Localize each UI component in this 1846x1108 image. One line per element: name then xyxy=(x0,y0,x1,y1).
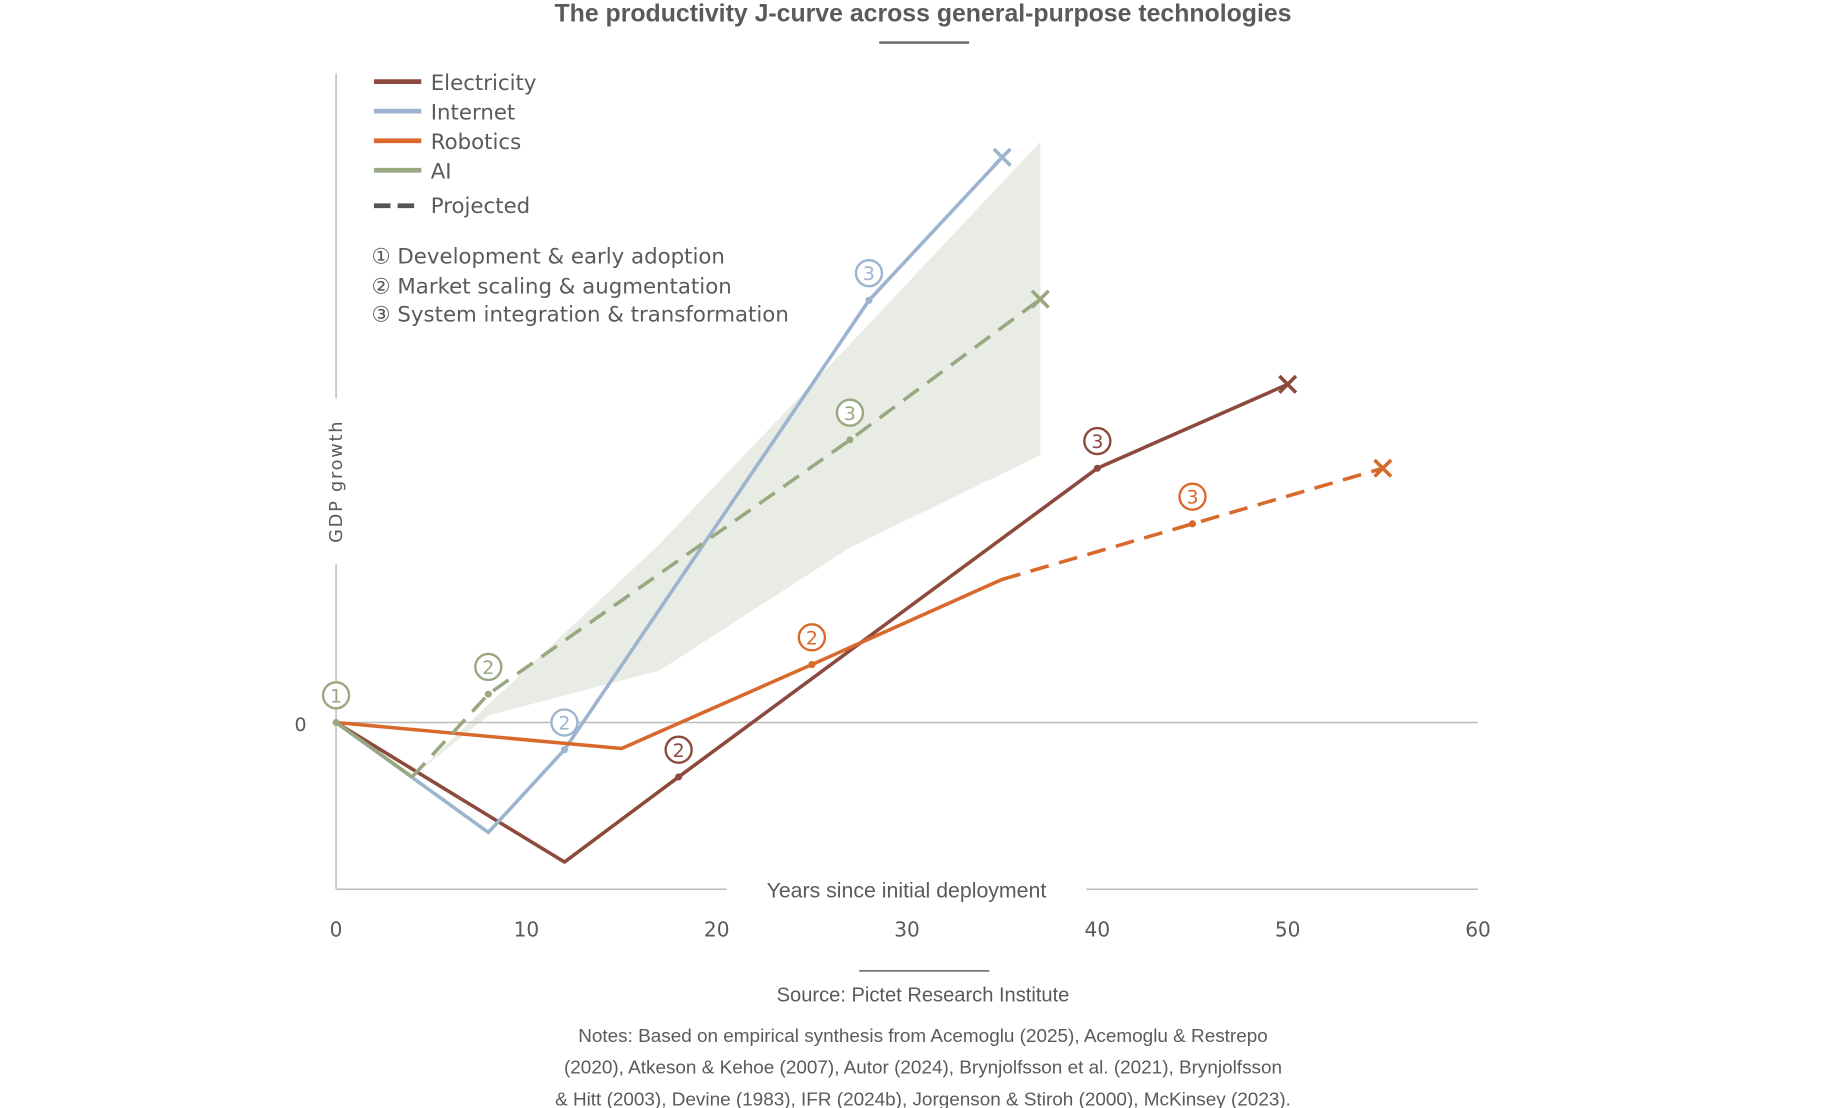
legend-stage-1: ① Development & early adoption xyxy=(372,245,725,270)
legend-stage-3: ③ System integration & transformation xyxy=(372,303,789,328)
stage-circle xyxy=(550,708,579,737)
ai-stage-2-marker: 2 xyxy=(474,652,503,682)
internet-stage-2-marker: 2 xyxy=(550,708,579,737)
x-tick-40: 40 xyxy=(1085,918,1111,942)
electricity-end-marker xyxy=(1278,374,1298,394)
stage-number: 1 xyxy=(330,685,342,707)
ai-uncertainty-band xyxy=(412,141,1041,777)
robotics-line xyxy=(335,577,1003,751)
stage-number: 2 xyxy=(673,740,685,762)
ai-line xyxy=(335,721,414,779)
legend-label-ai: AI xyxy=(431,160,452,185)
stage-number: 3 xyxy=(1091,431,1103,453)
ai-end-marker xyxy=(1030,289,1050,309)
stage-circle xyxy=(854,258,884,288)
electricity-stage-2-marker: 2 xyxy=(664,735,693,764)
x-tick-60: 60 xyxy=(1465,918,1491,942)
notes-line-3: & Hitt (2003), Devine (1983), IFR (2024b… xyxy=(555,1090,1291,1108)
x-axis-label: Years since initial deployment xyxy=(767,879,1047,903)
stage-circle xyxy=(835,398,865,427)
stage-circle xyxy=(1178,482,1207,511)
internet-end-marker xyxy=(992,147,1012,167)
stage-circle xyxy=(1083,426,1112,456)
stage-number: 3 xyxy=(1186,487,1198,509)
chart-title: The productivity J-curve across general-… xyxy=(554,0,1291,27)
stage-circle xyxy=(321,681,351,710)
electricity-stage-point xyxy=(675,773,683,781)
legend-label-electricity: Electricity xyxy=(431,71,537,96)
robotics-end-marker xyxy=(1373,458,1393,478)
ai-stage-point xyxy=(484,690,492,698)
ai-stage-3-marker: 3 xyxy=(835,398,865,427)
electricity-stage-point xyxy=(1093,464,1101,472)
notes-line-1: Notes: Based on empirical synthesis from… xyxy=(578,1026,1268,1047)
stage-number: 3 xyxy=(844,403,856,425)
x-tick-20: 20 xyxy=(704,918,730,942)
legend-label-projected: Projected xyxy=(431,194,530,219)
stage-number: 2 xyxy=(558,713,570,735)
legend-stage-2: ② Market scaling & augmentation xyxy=(372,274,732,299)
internet-stage-point xyxy=(865,296,873,304)
robotics-stage-point xyxy=(1188,520,1197,528)
electricity-stage-3-marker: 3 xyxy=(1083,426,1112,456)
stage-circle xyxy=(474,652,503,682)
y-axis-label: GDP growth xyxy=(327,420,347,543)
ai-stage-point xyxy=(846,436,854,444)
stage-circle xyxy=(797,623,827,652)
stage-number: 3 xyxy=(863,263,875,285)
robotics-stage-2-marker: 2 xyxy=(797,623,827,652)
stage-circle xyxy=(664,735,693,764)
ai-stage-1-marker: 1 xyxy=(321,681,351,710)
notes-line-2: (2020), Atkeson & Kehoe (2007), Autor (2… xyxy=(564,1058,1282,1079)
robotics-stage-3-marker: 3 xyxy=(1178,482,1207,511)
x-tick-50: 50 xyxy=(1275,918,1301,942)
x-tick-30: 30 xyxy=(894,918,920,942)
ai-projected-line xyxy=(410,297,1042,779)
source: Source: Pictet Research Institute xyxy=(777,985,1070,1007)
legend-label-robotics: Robotics xyxy=(431,130,521,155)
x-tick-10: 10 xyxy=(514,918,540,942)
legend-label-internet: Internet xyxy=(431,100,516,125)
x-tick-0: 0 xyxy=(330,918,343,942)
robotics-stage-point xyxy=(808,661,816,669)
stage-number: 2 xyxy=(806,627,818,649)
robotics-projected-line xyxy=(1001,466,1384,582)
ai-stage-point xyxy=(332,718,340,727)
y-tick-0: 0 xyxy=(295,714,307,736)
stage-number: 2 xyxy=(482,657,494,679)
internet-stage-3-marker: 3 xyxy=(854,258,884,288)
legend: Electricity Internet Robotics AI Project… xyxy=(372,71,789,328)
internet-stage-point xyxy=(560,746,568,754)
